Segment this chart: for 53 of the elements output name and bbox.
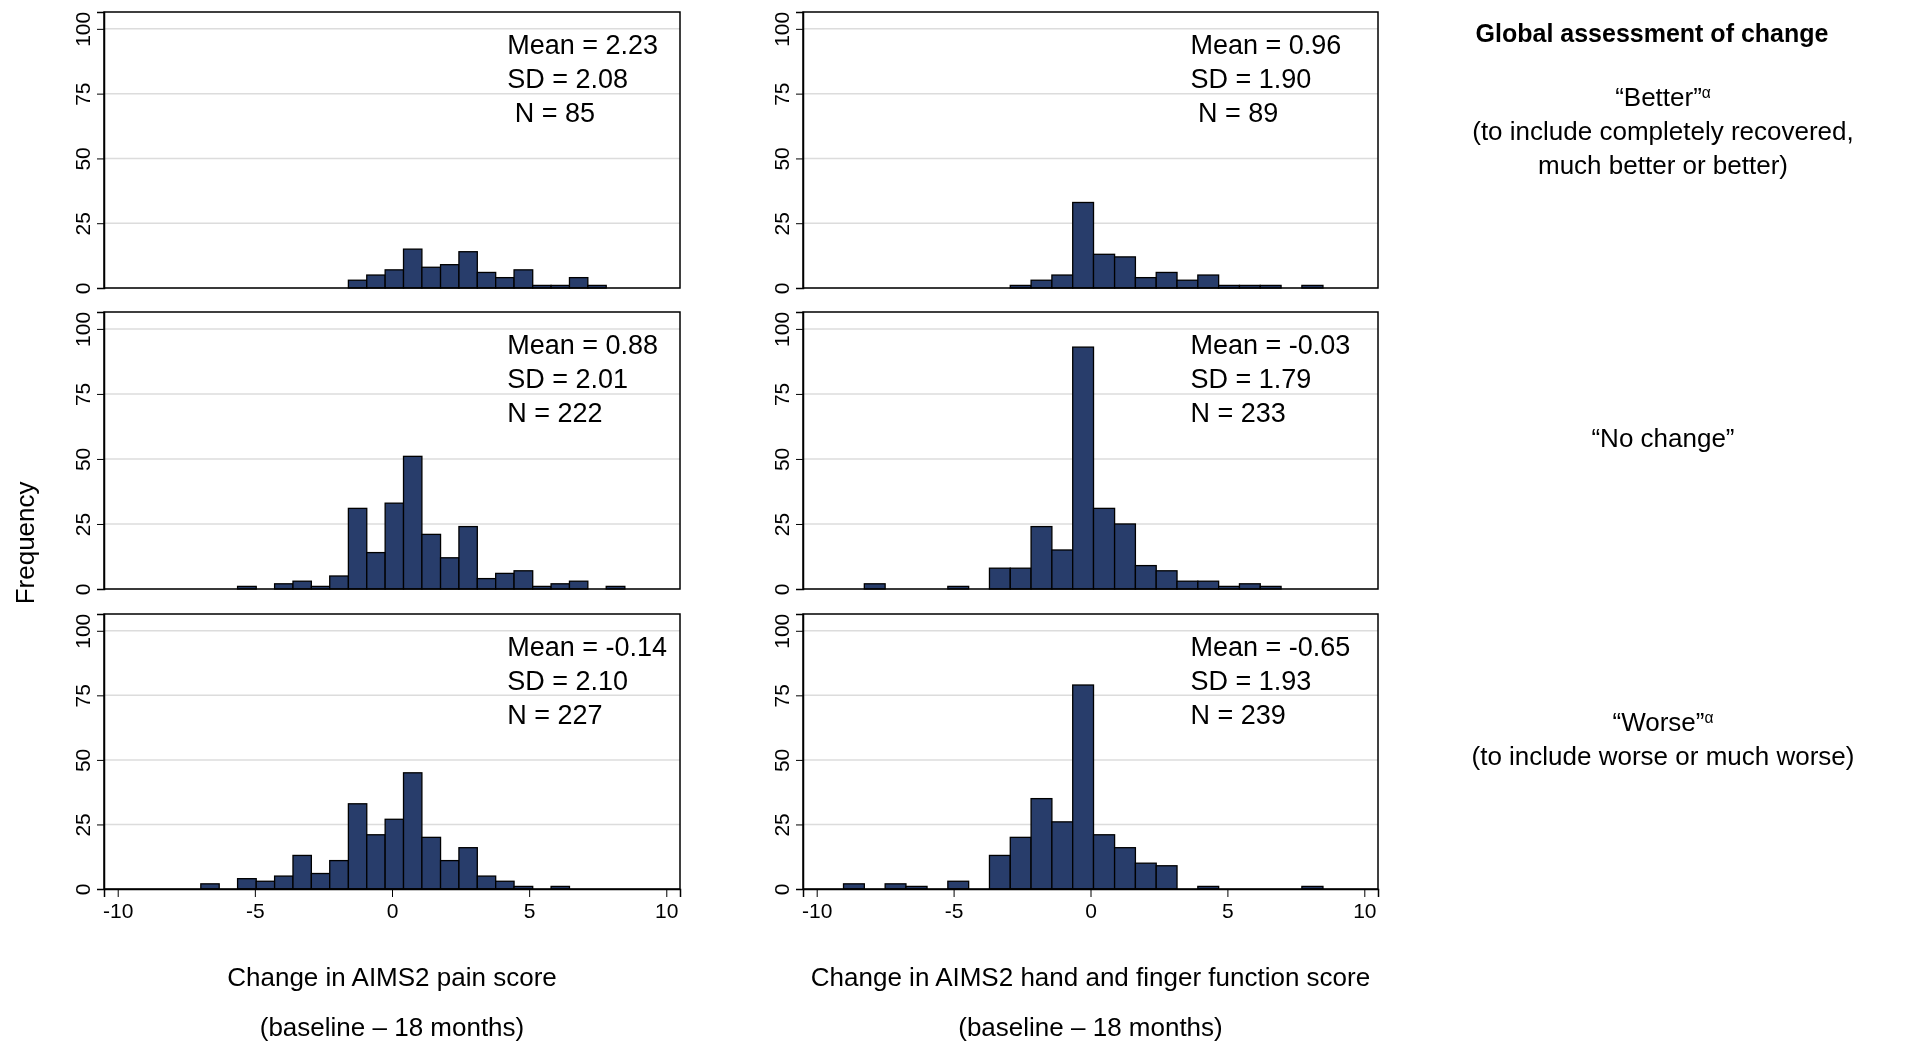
x-tick-label: 10 — [655, 898, 679, 922]
y-tick-label: 100 — [71, 11, 94, 47]
y-tick-label: 50 — [770, 147, 793, 171]
y-tick-label: 100 — [770, 311, 793, 347]
x-tick-label: -5 — [246, 898, 265, 922]
y-tick-label: 0 — [71, 583, 94, 596]
y-tick-label: 50 — [770, 748, 793, 773]
text: “Worse”$^{α}$ (to include worse or much worse) — [1471, 706, 1855, 771]
y-tick-label: 25 — [770, 813, 793, 837]
x-axis-title: Change in AIMS2 pain score (baseline – 18 months) — [227, 962, 557, 1042]
y-tick-label: 0 — [770, 883, 793, 896]
y-tick-label: 75 — [71, 382, 94, 407]
y-tick-label: 50 — [770, 447, 793, 472]
annotation: Mean = 2.23 SD = 2.08 N = 85 — [507, 30, 659, 128]
y-tick-label: 0 — [770, 282, 793, 295]
x-axis-title: Change in AIMS2 hand and finger function score (baseline – 18 months) — [810, 962, 1371, 1042]
y-tick-label: 0 — [71, 883, 94, 896]
y-tick-label: 25 — [770, 212, 793, 236]
y-tick-label: 100 — [71, 311, 94, 347]
y-tick-label: 50 — [71, 147, 94, 171]
y-tick-label: 100 — [71, 613, 94, 649]
y-tick-label: 100 — [770, 613, 793, 649]
x-tick-label: 10 — [1353, 898, 1377, 922]
x-tick-label: 0 — [386, 898, 399, 922]
y-tick-label: 75 — [770, 382, 793, 407]
y-tick-label: 25 — [770, 512, 793, 537]
annotation: Mean = 0.96 SD = 1.90 N = 89 — [1190, 30, 1342, 128]
annotation: Mean = 0.88 SD = 2.01 N = 222 — [507, 330, 659, 428]
x-tick-label: -10 — [802, 898, 833, 922]
annotation: Mean = -0.65 SD = 1.93 N = 239 — [1190, 632, 1351, 730]
text: “No change” — [1591, 422, 1735, 453]
annotation: Mean = -0.14 SD = 2.10 N = 227 — [507, 632, 668, 730]
x-tick-label: 5 — [523, 898, 536, 922]
text: “Better”$^{α}$ (to include completely recovered, much better or better) — [1472, 82, 1854, 180]
y-tick-label: 75 — [770, 82, 793, 106]
y-tick-label: 75 — [71, 684, 94, 708]
x-tick-label: 0 — [1085, 898, 1097, 922]
y-tick-label: 50 — [71, 748, 94, 773]
y-tick-label: 25 — [71, 512, 94, 537]
y-tick-label: 25 — [71, 212, 94, 236]
y-tick-label: 75 — [770, 684, 793, 708]
annotation: Mean = -0.03 SD = 1.79 N = 233 — [1190, 330, 1351, 428]
text: Global assessment of change — [1475, 19, 1829, 47]
y-tick-label: 75 — [71, 82, 94, 106]
y-tick-label: 100 — [770, 11, 793, 47]
y-tick-label: 0 — [71, 282, 94, 295]
y-tick-label: 50 — [71, 447, 94, 472]
x-tick-label: -5 — [944, 898, 964, 922]
x-tick-label: 5 — [1222, 898, 1234, 922]
y-tick-label: 25 — [71, 813, 94, 837]
y-tick-label: 0 — [770, 583, 793, 596]
y-axis-title: Frequency — [10, 481, 40, 605]
x-tick-label: -10 — [103, 898, 134, 922]
